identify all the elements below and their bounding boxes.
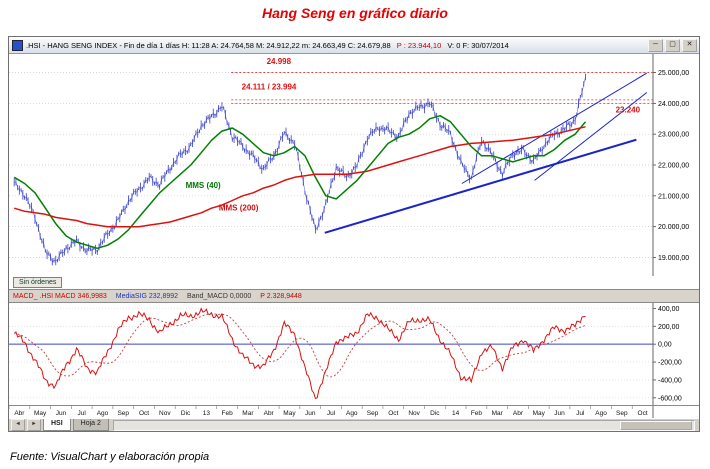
svg-text:14: 14 bbox=[452, 410, 460, 417]
svg-text:0,00: 0,00 bbox=[658, 342, 672, 349]
svg-text:21.000,00: 21.000,00 bbox=[658, 193, 689, 200]
macd-mediasig-value: MediaSIG 232,8992 bbox=[115, 292, 179, 300]
svg-text:24.000,00: 24.000,00 bbox=[658, 101, 689, 108]
svg-text:Abr: Abr bbox=[264, 410, 275, 417]
page-title: Hang Seng en gráfico diario bbox=[262, 5, 448, 21]
horizontal-scrollbar[interactable] bbox=[112, 419, 695, 431]
svg-text:24.998: 24.998 bbox=[267, 57, 292, 66]
maximize-button[interactable]: ▢ bbox=[665, 38, 680, 52]
svg-text:MMS (200): MMS (200) bbox=[219, 204, 259, 213]
sin-ordenes-button[interactable]: Sin órdenes bbox=[13, 277, 63, 288]
svg-text:13: 13 bbox=[203, 410, 211, 417]
orders-row: Sin órdenes bbox=[9, 276, 699, 290]
source-caption: Fuente: VisualChart y elaboración propia bbox=[10, 451, 210, 463]
tab-scroll-left-button[interactable]: ◄ bbox=[11, 419, 25, 431]
svg-text:25.000,00: 25.000,00 bbox=[658, 70, 689, 77]
price-chart[interactable]: 25.000,00 24.000,00 23.000,00 22.000,00 21.0… bbox=[9, 54, 699, 276]
svg-text:400,00: 400,00 bbox=[658, 306, 680, 313]
title-volume-date: V: 0 F: 30/07/2014 bbox=[447, 40, 509, 50]
svg-text:Nov: Nov bbox=[408, 410, 420, 417]
minimize-button[interactable]: ─ bbox=[648, 38, 663, 52]
svg-text:200,00: 200,00 bbox=[658, 324, 680, 331]
macd-chart[interactable]: 400,00 200,00 0,00 -200,00 -400,00 -600,00 bbox=[9, 303, 699, 405]
svg-text:23.000,00: 23.000,00 bbox=[658, 132, 689, 139]
bottom-bar: ◄ ► HSI Hoja 2 bbox=[9, 418, 699, 431]
svg-text:Sep: Sep bbox=[616, 410, 628, 417]
svg-text:Ago: Ago bbox=[97, 410, 109, 417]
svg-text:Jun: Jun bbox=[56, 410, 67, 417]
svg-text:Dic: Dic bbox=[430, 410, 440, 417]
title-last-price: P : 23.944,10 bbox=[396, 40, 442, 50]
window-titlebar[interactable]: .HSI - HANG SENG INDEX - Fin de día 1 dí… bbox=[9, 37, 699, 54]
title-quote-values: .HSI - HANG SENG INDEX - Fin de día 1 dí… bbox=[26, 40, 391, 50]
svg-text:24.111 / 23.994: 24.111 / 23.994 bbox=[242, 82, 297, 91]
visualchart-window: .HSI - HANG SENG INDEX - Fin de día 1 dí… bbox=[8, 36, 700, 432]
svg-text:-400,00: -400,00 bbox=[658, 377, 682, 384]
svg-text:Abr: Abr bbox=[513, 410, 524, 417]
svg-text:Jul: Jul bbox=[576, 410, 585, 417]
svg-text:Feb: Feb bbox=[222, 410, 234, 417]
tab-scroll-right-button[interactable]: ► bbox=[27, 419, 41, 431]
svg-text:Mar: Mar bbox=[492, 410, 504, 417]
chart-window-icon bbox=[12, 39, 23, 51]
svg-text:-600,00: -600,00 bbox=[658, 395, 682, 402]
svg-text:Jul: Jul bbox=[327, 410, 336, 417]
time-axis-labels: Abr May Jun Jul Ago Sep Oct Nov Dic 13 Feb Mar Abr Ma… bbox=[9, 406, 654, 418]
svg-text:May: May bbox=[283, 410, 296, 417]
macd-indicator-label: MACD_ .HSI MACD 346,9983 bbox=[13, 292, 107, 300]
svg-text:May: May bbox=[34, 410, 47, 417]
svg-text:Mar: Mar bbox=[242, 410, 254, 417]
svg-text:23.240: 23.240 bbox=[616, 106, 641, 115]
price-chart-panel: 25.000,00 24.000,00 23.000,00 22.000,00 21.0… bbox=[9, 54, 699, 276]
svg-text:19.000,00: 19.000,00 bbox=[658, 255, 689, 262]
macd-header: MACD_ .HSI MACD 346,9983 MediaSIG 232,89… bbox=[9, 290, 699, 303]
tab-hsi[interactable]: HSI bbox=[43, 419, 71, 431]
macd-p-value: P 2.328,9448 bbox=[260, 292, 302, 300]
svg-text:Nov: Nov bbox=[159, 410, 171, 417]
svg-text:20.000,00: 20.000,00 bbox=[658, 224, 689, 231]
window-title-text: .HSI - HANG SENG INDEX - Fin de día 1 dí… bbox=[26, 41, 648, 50]
window-controls: ─ ▢ ✕ bbox=[648, 38, 697, 52]
svg-text:Dic: Dic bbox=[181, 410, 191, 417]
macd-chart-panel: 400,00 200,00 0,00 -200,00 -400,00 -600,00 bbox=[9, 303, 699, 405]
svg-text:Oct: Oct bbox=[388, 410, 398, 417]
svg-text:22.000,00: 22.000,00 bbox=[658, 163, 689, 170]
svg-text:MMS (40): MMS (40) bbox=[186, 181, 221, 190]
macd-band-value: Band_MACD 0,0000 bbox=[187, 292, 252, 300]
svg-text:Sep: Sep bbox=[367, 410, 379, 417]
time-axis: Abr May Jun Jul Ago Sep Oct Nov Dic 13 Feb Mar Abr Ma… bbox=[9, 405, 699, 418]
close-button[interactable]: ✕ bbox=[682, 38, 697, 52]
svg-text:Ago: Ago bbox=[346, 410, 358, 417]
svg-text:Oct: Oct bbox=[139, 410, 149, 417]
svg-text:Ago: Ago bbox=[595, 410, 607, 417]
svg-text:Jun: Jun bbox=[554, 410, 565, 417]
svg-text:Feb: Feb bbox=[471, 410, 483, 417]
svg-text:-200,00: -200,00 bbox=[658, 360, 682, 367]
svg-text:Oct: Oct bbox=[638, 410, 648, 417]
svg-text:Jul: Jul bbox=[78, 410, 87, 417]
scrollbar-thumb[interactable] bbox=[620, 420, 692, 430]
svg-text:May: May bbox=[533, 410, 546, 417]
tab-hoja2[interactable]: Hoja 2 bbox=[72, 419, 109, 431]
svg-text:Abr: Abr bbox=[14, 410, 25, 417]
svg-text:Sep: Sep bbox=[117, 410, 129, 417]
svg-text:Jun: Jun bbox=[305, 410, 316, 417]
